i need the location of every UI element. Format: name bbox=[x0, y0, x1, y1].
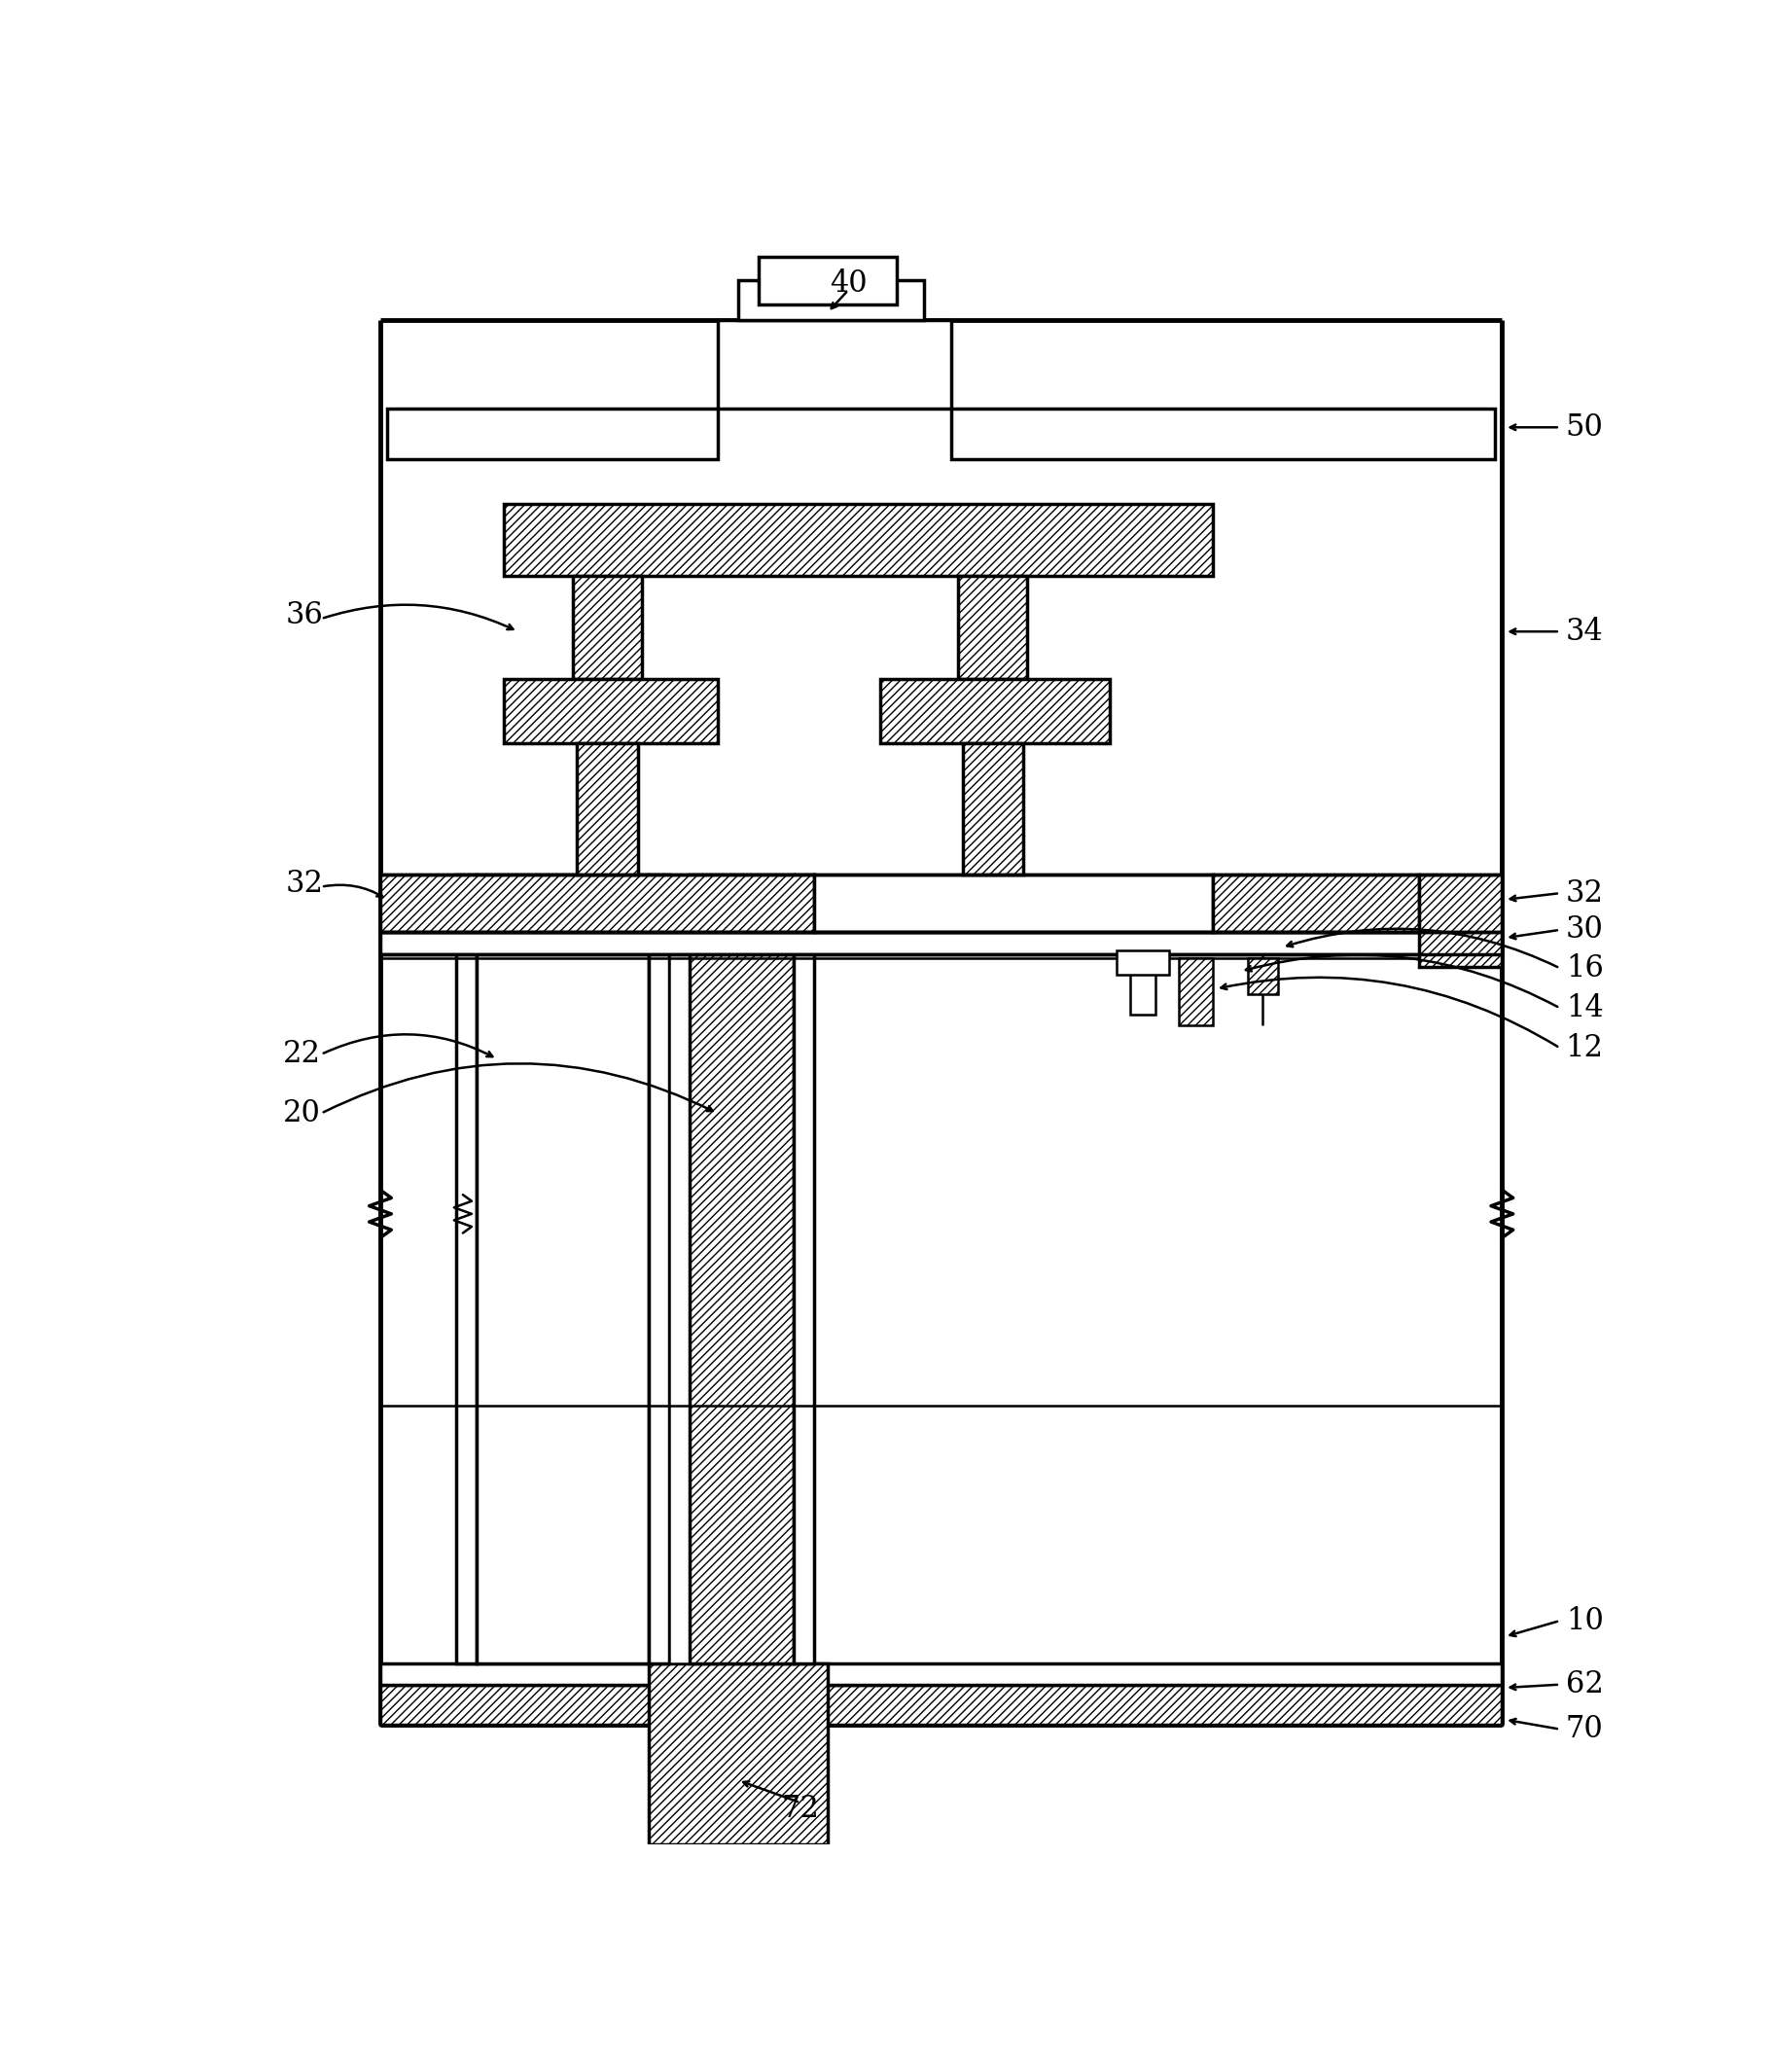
Bar bbox=[1130, 959, 1154, 1015]
Text: 10: 10 bbox=[1566, 1606, 1604, 1635]
Text: 72: 72 bbox=[781, 1794, 819, 1823]
Bar bbox=[670, 874, 689, 1664]
Text: 20: 20 bbox=[282, 1098, 321, 1129]
Bar bbox=[813, 874, 1213, 932]
Bar bbox=[380, 1664, 1502, 1685]
Text: 70: 70 bbox=[1566, 1714, 1604, 1745]
Bar bbox=[504, 680, 718, 744]
Text: 36: 36 bbox=[286, 601, 323, 630]
Bar bbox=[1247, 959, 1277, 995]
Bar bbox=[504, 503, 1213, 576]
Bar bbox=[758, 257, 897, 305]
Bar bbox=[739, 280, 924, 321]
Bar bbox=[648, 1664, 828, 1844]
Bar bbox=[963, 744, 1023, 874]
Text: 32: 32 bbox=[1566, 879, 1604, 908]
Bar bbox=[577, 744, 638, 874]
Bar bbox=[959, 576, 1027, 680]
Text: 12: 12 bbox=[1566, 1032, 1604, 1063]
Text: 14: 14 bbox=[1566, 992, 1604, 1024]
Bar bbox=[718, 321, 952, 408]
Text: 22: 22 bbox=[282, 1040, 321, 1069]
Bar bbox=[879, 680, 1110, 744]
Bar bbox=[476, 874, 648, 1664]
Text: 62: 62 bbox=[1566, 1670, 1604, 1699]
Text: 16: 16 bbox=[1566, 953, 1604, 984]
Text: 50: 50 bbox=[1566, 412, 1604, 443]
Text: 34: 34 bbox=[1566, 617, 1604, 646]
Text: 40: 40 bbox=[829, 269, 867, 298]
Text: 32: 32 bbox=[286, 868, 323, 899]
Bar bbox=[456, 874, 476, 1664]
Bar bbox=[380, 932, 1502, 953]
Bar bbox=[1179, 959, 1213, 1026]
Bar bbox=[380, 1685, 1502, 1724]
Bar bbox=[380, 874, 813, 932]
Text: 30: 30 bbox=[1566, 916, 1604, 945]
Bar bbox=[689, 874, 794, 1664]
Bar bbox=[794, 874, 813, 1664]
Bar bbox=[574, 576, 641, 680]
Bar bbox=[387, 408, 718, 460]
Bar bbox=[648, 874, 670, 1664]
Bar bbox=[1117, 951, 1169, 974]
Bar bbox=[1419, 874, 1502, 966]
Bar bbox=[952, 408, 1495, 460]
Bar bbox=[1213, 874, 1419, 932]
